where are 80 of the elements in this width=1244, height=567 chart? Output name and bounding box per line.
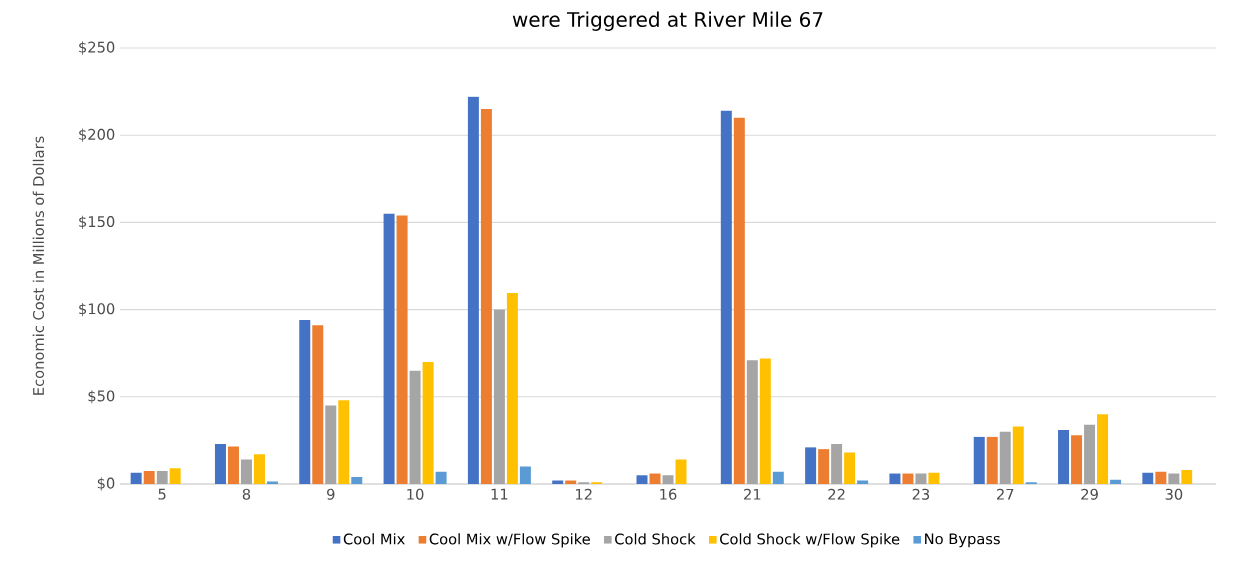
x-tick-label: 10 <box>407 488 424 500</box>
bar <box>266 481 278 484</box>
bar <box>130 472 142 484</box>
legend-label: Cold Shock <box>615 533 696 545</box>
y-axis-title: Economic Cost in Millions of Dollars <box>32 136 45 395</box>
bar <box>435 471 447 484</box>
bar <box>383 213 395 484</box>
bar <box>338 400 350 484</box>
bar <box>662 475 674 484</box>
x-tick-label: 21 <box>744 488 761 500</box>
y-tick-label: $100 <box>79 302 115 317</box>
bar <box>889 473 901 484</box>
bar <box>1142 472 1154 484</box>
y-tick-label: $250 <box>79 41 115 55</box>
bar <box>844 452 856 484</box>
bar <box>818 449 830 484</box>
bar <box>831 443 843 484</box>
bar <box>720 110 732 484</box>
bar <box>1110 479 1122 484</box>
bar <box>675 459 687 484</box>
legend-label: Cool Mix w/Flow Spike <box>429 533 590 548</box>
x-tick-label: 8 <box>242 488 251 500</box>
y-tick-label: $150 <box>79 215 115 230</box>
bar <box>902 473 914 484</box>
bar <box>746 360 758 484</box>
legend-label: Cool Mix <box>343 533 405 545</box>
bar <box>253 454 265 484</box>
bar <box>1155 471 1167 484</box>
x-tick-label: 29 <box>1081 488 1098 500</box>
bar <box>973 436 985 484</box>
bar <box>1058 429 1070 484</box>
x-tick-label: 9 <box>327 488 335 500</box>
legend-label: No Bypass <box>925 533 1000 548</box>
x-tick-label: 27 <box>996 488 1014 500</box>
bar <box>1181 470 1193 484</box>
x-tick-label: 30 <box>1165 488 1183 500</box>
chart-title: were Triggered at River Mile 67 <box>512 11 823 31</box>
bar <box>636 475 648 484</box>
bar <box>649 473 661 484</box>
bar <box>915 473 927 484</box>
bar <box>759 358 771 484</box>
y-tick-label: $200 <box>79 128 115 142</box>
bar <box>299 320 311 484</box>
bar <box>1012 426 1024 484</box>
bar <box>1097 414 1109 484</box>
bar <box>312 325 324 484</box>
x-tick-label: 23 <box>912 488 930 500</box>
bar <box>493 309 505 484</box>
y-tick-label: $50 <box>88 390 115 404</box>
bar <box>409 370 421 484</box>
bar <box>467 96 479 484</box>
bar <box>986 436 998 484</box>
bar <box>1168 473 1180 484</box>
x-tick-label: 16 <box>660 488 677 500</box>
bar <box>351 477 363 484</box>
bar <box>928 472 940 484</box>
x-tick-label: 11 <box>491 488 508 500</box>
bar <box>227 446 239 484</box>
x-tick-label: 22 <box>828 488 845 500</box>
bar <box>143 470 155 484</box>
bar <box>999 431 1011 484</box>
bar <box>1071 435 1083 484</box>
bar <box>325 405 337 484</box>
legend-label: Cold Shock w/Flow Spike <box>720 533 900 548</box>
bar <box>480 109 492 484</box>
bar <box>214 443 226 484</box>
x-tick-label: 12 <box>575 488 592 500</box>
x-tick-label: 5 <box>158 488 166 500</box>
y-tick-label: $0 <box>97 477 115 491</box>
bar <box>772 471 784 484</box>
bar <box>156 470 168 484</box>
bar <box>805 447 817 484</box>
bar <box>169 468 181 484</box>
bar <box>519 466 531 484</box>
bar <box>396 215 408 484</box>
bar <box>1084 424 1096 484</box>
bar <box>733 117 745 484</box>
bar <box>506 293 518 484</box>
bar <box>422 361 434 484</box>
bar <box>240 459 252 484</box>
